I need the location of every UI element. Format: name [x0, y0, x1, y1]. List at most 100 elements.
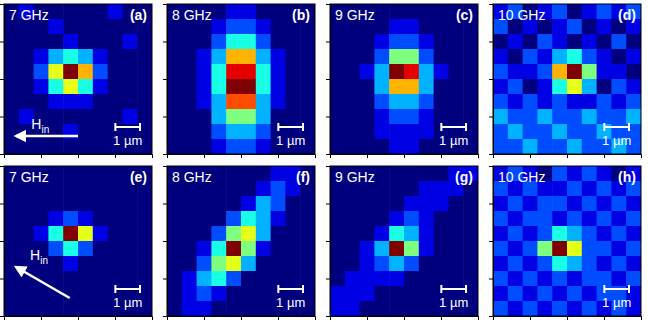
cell: [389, 79, 404, 95]
cell: [182, 139, 197, 154]
cell: [448, 256, 463, 272]
cell: [582, 181, 597, 197]
cell: [360, 286, 375, 302]
cell: [597, 94, 612, 110]
cell: [419, 94, 434, 110]
cell: [256, 181, 271, 197]
cell: [419, 226, 434, 242]
cell: [78, 166, 93, 182]
cell: [330, 301, 345, 316]
tick: [163, 79, 167, 80]
cell: [256, 196, 271, 212]
cell: [567, 301, 582, 316]
cell: [523, 79, 538, 95]
cell: [611, 196, 626, 212]
cell: [582, 4, 597, 20]
cell: [582, 166, 597, 182]
cell: [404, 4, 419, 20]
cell: [137, 34, 152, 50]
cell: [241, 211, 256, 227]
cell: [271, 19, 286, 35]
y-axis: [163, 5, 168, 155]
cell: [404, 196, 419, 212]
cell: [271, 166, 286, 182]
cell: [285, 271, 300, 287]
cell: [167, 196, 182, 212]
cell: [78, 139, 93, 154]
cell: [63, 271, 78, 287]
cell: [63, 94, 78, 110]
cell: [508, 139, 523, 154]
cell: [404, 301, 419, 316]
field-subscript: in: [41, 124, 49, 135]
cell: [345, 196, 360, 212]
cell: [300, 241, 315, 257]
cell: [211, 64, 226, 80]
cell: [78, 34, 93, 50]
cell: [93, 196, 108, 212]
cell: [508, 49, 523, 65]
tick-mark: [41, 316, 42, 320]
tick-mark: [489, 117, 493, 118]
cell: [523, 94, 538, 110]
cell: [626, 64, 641, 80]
cell: [537, 94, 552, 110]
tick-mark: [78, 316, 79, 320]
cell: [63, 79, 78, 95]
axis-line: [0, 167, 5, 317]
cell: [523, 271, 538, 287]
cell: [389, 64, 404, 80]
cell: [582, 34, 597, 50]
cell: [182, 109, 197, 125]
cell: [63, 64, 78, 80]
cell: [389, 4, 404, 20]
cell: [167, 94, 182, 110]
cell: [226, 196, 241, 212]
cell: [197, 256, 212, 272]
x-axis: [5, 154, 153, 158]
cell: [463, 49, 478, 65]
cell: [448, 109, 463, 125]
cell: [167, 286, 182, 302]
cell: [597, 19, 612, 35]
heatmap-cells: [167, 4, 315, 154]
cell: [167, 211, 182, 227]
panel-title: 10 GHz: [498, 7, 545, 23]
cell: [34, 64, 49, 80]
cell: [285, 94, 300, 110]
scale-bar-line: [604, 288, 629, 290]
cell: [108, 226, 123, 242]
cell: [537, 271, 552, 287]
cell: [463, 79, 478, 95]
cell: [241, 109, 256, 125]
cell: [523, 226, 538, 242]
cell: [597, 4, 612, 20]
scale-bar-cap: [603, 123, 605, 131]
cell: [122, 34, 137, 50]
cell: [48, 241, 63, 257]
cell: [448, 211, 463, 227]
cell: [567, 241, 582, 257]
cell: [4, 211, 19, 227]
tick: [530, 316, 531, 320]
cell: [552, 79, 567, 95]
tick-mark: [241, 154, 242, 158]
cell: [448, 49, 463, 65]
axis-line: [494, 155, 642, 159]
field-arrow: [16, 135, 78, 138]
cell: [537, 301, 552, 316]
cell: [597, 196, 612, 212]
cell: [108, 94, 123, 110]
cell: [63, 211, 78, 227]
cell: [211, 166, 226, 182]
cell: [271, 241, 286, 257]
cell: [256, 241, 271, 257]
cell: [108, 34, 123, 50]
cell: [330, 94, 345, 110]
cell: [226, 211, 241, 227]
cell: [271, 211, 286, 227]
cell: [241, 301, 256, 316]
cell: [285, 256, 300, 272]
cell: [567, 211, 582, 227]
scale-bar-label: 1 µm: [602, 133, 631, 148]
